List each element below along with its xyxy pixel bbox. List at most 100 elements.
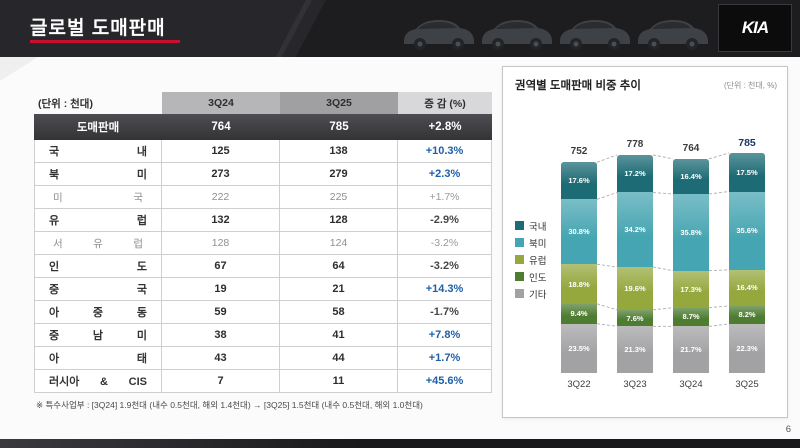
x-axis-label: 3Q23 [623,379,647,390]
bar-segment: 34.2% [617,192,653,268]
bar-segment: 35.6% [729,191,765,270]
chart-unit-label: (단위 : 천대, %) [724,81,777,90]
legend-item-4: 기타 [515,285,546,302]
value-3q25: 58 [280,301,398,324]
table-row-2: 미 국 222 225 +1.7% [34,186,492,209]
row-label: 중 국 [34,278,162,301]
x-axis-label: 3Q22 [567,379,591,390]
table-body: 국 내 125 138 +10.3% 북 미 273 279 +2.3% 미 국 222 225 +1… [34,140,492,393]
bar-total-label: 752 [570,146,588,158]
table-row-6: 중 국 19 21 +14.3% [34,278,492,301]
bar-segment: 19.6% [617,267,653,310]
value-3q24: 222 [162,186,280,209]
value-3q24: 38 [162,324,280,347]
row-label: 북 미 [34,163,162,186]
col-header-3q25: 3Q25 [280,92,398,114]
row-label: 국 내 [34,140,162,163]
stacked-bar-3Q23: 17.2% 34.2% 19.6% 7.6% 21.3% [617,154,653,373]
value-3q25: 11 [280,370,398,393]
bar-segment: 21.3% [617,326,653,373]
value-3q25: 225 [280,186,398,209]
bar-segment: 17.2% [617,154,653,193]
value-3q25: 138 [280,140,398,163]
value-change: +1.7% [398,186,492,209]
col-header-change: 증 감 (%) [398,92,492,114]
row-label: 서 유 럽 [34,232,162,255]
header-car-images [404,20,708,50]
value-3q24: 125 [162,140,280,163]
legend-label: 유럽 [529,255,547,267]
legend-item-2: 유럽 [515,251,546,268]
bar-segment: 8.2% [729,305,765,324]
table-row-5: 인 도 67 64 -3.2% [34,255,492,278]
value-change: +2.3% [398,163,492,186]
bar-segment: 21.7% [673,326,709,373]
header-bar: 글로벌 도매판매 KIA [0,0,800,57]
value-change: -2.9% [398,209,492,232]
x-axis-label: 3Q25 [735,379,759,390]
value-3q24: 132 [162,209,280,232]
table-unit-label: (단위 : 천대) [38,97,93,110]
legend-label: 북미 [529,238,547,250]
value-3q24: 67 [162,255,280,278]
value-3q24: 59 [162,301,280,324]
row-label: 아 태 [34,347,162,370]
bar-segment: 30.8% [561,199,597,265]
bar-segment: 17.6% [561,162,597,200]
table-row-3: 유 럽 132 128 -2.9% [34,209,492,232]
value-change: +7.8% [398,324,492,347]
body-corner-decoration [0,57,38,81]
table-row-4: 서 유 럽 128 124 -3.2% [34,232,492,255]
value-3q24: 273 [162,163,280,186]
bar-segment: 16.4% [673,158,709,194]
table-row-9: 아 태 43 44 +1.7% [34,347,492,370]
bar-segment: 16.4% [729,269,765,306]
page-number: 6 [785,424,791,435]
footnote: ※ 특수사업부 : [3Q24] 1.9천대 (내수 0.5천대, 해외 1.4… [36,400,423,410]
legend-swatch [515,255,524,264]
bar-segment: 18.8% [561,264,597,304]
value-3q24: 43 [162,347,280,370]
value-change: -3.2% [398,255,492,278]
value-3q24: 7 [162,370,280,393]
value-3q25: 21 [280,278,398,301]
total-value-3q25: 785 [329,121,349,133]
legend-swatch [515,272,524,281]
value-change: +1.7% [398,347,492,370]
value-3q25: 41 [280,324,398,347]
legend-label: 국내 [529,221,547,233]
row-label: 인 도 [34,255,162,278]
row-label: 중 남 미 [34,324,162,347]
bar-segment: 22.3% [729,323,765,373]
row-label: 유 럽 [34,209,162,232]
table-row-1: 북 미 273 279 +2.3% [34,163,492,186]
page-title: 글로벌 도매판매 [30,18,166,39]
footer-bar [0,439,800,448]
value-3q25: 279 [280,163,398,186]
value-3q25: 44 [280,347,398,370]
bar-total-label: 785 [738,137,756,149]
value-3q25: 128 [280,209,398,232]
row-label: 아 중 동 [34,301,162,324]
legend-item-3: 인도 [515,268,546,285]
row-label: 미 국 [34,186,162,209]
bar-segment: 8.7% [673,307,709,327]
value-change: +45.6% [398,370,492,393]
chart-panel-title: 권역별 도매판매 비중 추이 [515,80,641,92]
wholesale-table: (단위 : 천대) 3Q24 3Q25 증 감 (%) 도매판매 764 785… [34,92,492,393]
legend-swatch [515,238,524,247]
x-axis-label: 3Q24 [679,379,703,390]
value-3q25: 64 [280,255,398,278]
value-change: +14.3% [398,278,492,301]
table-header-row: (단위 : 천대) 3Q24 3Q25 증 감 (%) [34,92,492,114]
value-change: -1.7% [398,301,492,324]
title-underline [30,40,180,43]
bar-total-label: 778 [626,138,644,150]
legend-label: 기타 [529,289,547,301]
kia-logo: KIA [718,4,792,52]
table-row-8: 중 남 미 38 41 +7.8% [34,324,492,347]
stacked-bar-3Q25: 17.5% 35.6% 16.4% 8.2% 22.3% [729,153,765,373]
stacked-bar-3Q22: 17.6% 30.8% 18.8% 9.4% 23.5% [561,162,597,373]
